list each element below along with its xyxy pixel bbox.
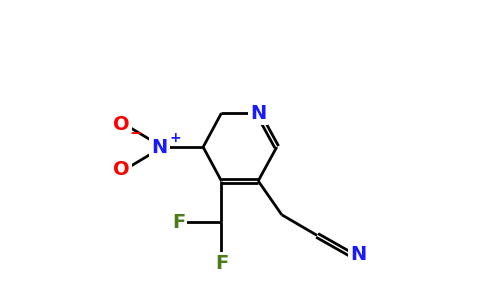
Text: O: O	[113, 160, 130, 178]
Text: +: +	[170, 131, 182, 145]
Text: O: O	[113, 116, 130, 134]
Text: F: F	[215, 254, 228, 273]
Text: N: N	[250, 104, 266, 123]
Text: N: N	[151, 138, 167, 157]
Text: −: −	[130, 126, 142, 141]
Text: N: N	[350, 245, 366, 264]
Text: F: F	[172, 213, 185, 232]
